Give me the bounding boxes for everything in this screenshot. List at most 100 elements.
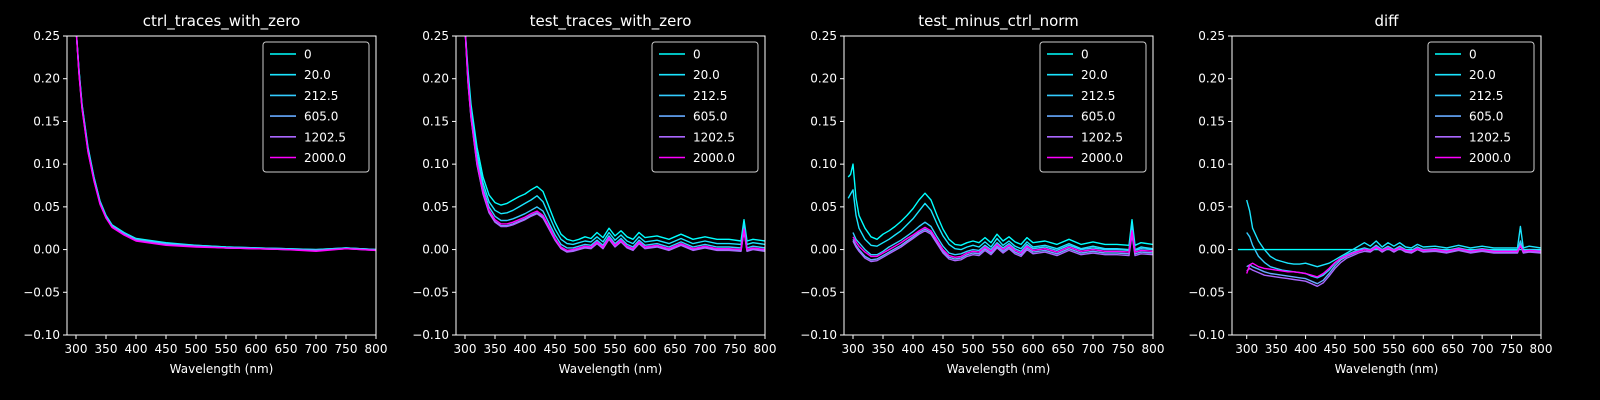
- series-line-605-0: [852, 228, 1153, 261]
- x-tick-label: 350: [95, 342, 118, 356]
- y-tick-label: −0.05: [1188, 285, 1225, 299]
- legend: 0 20.0 212.5 605.0 1202.5 2000.0: [1039, 41, 1147, 173]
- x-tick-label: 700: [305, 342, 328, 356]
- legend-item: 212.5: [1047, 89, 1115, 103]
- axes-frame: [66, 35, 377, 336]
- x-tick-label: 400: [902, 342, 925, 356]
- x-tick-label: 650: [275, 342, 298, 356]
- x-tick-label: 350: [484, 342, 507, 356]
- x-tick-label: 700: [1471, 342, 1494, 356]
- y-tick-label: −0.05: [23, 285, 60, 299]
- legend-item: 1202.5: [1435, 130, 1511, 144]
- legend-label: 212.5: [304, 89, 338, 103]
- y-tick-label: 0.25: [33, 29, 60, 43]
- series-line-20-0: [464, 36, 765, 246]
- y-tick-label: 0.25: [422, 29, 449, 43]
- y-tick-label: 0.20: [1198, 72, 1225, 86]
- legend-item: 1202.5: [1047, 130, 1123, 144]
- series-line-212-5: [852, 221, 1153, 256]
- legend-item: 20.0: [659, 68, 720, 82]
- y-tick-label: −0.10: [800, 328, 837, 342]
- x-tick-label: 550: [604, 342, 627, 356]
- y-tick-label: 0.15: [1198, 114, 1225, 128]
- chart-panel-3: −0.10 −0.05 0.00 0.05 0.10 0.15 0.20 0.25 300 350…: [800, 12, 1164, 376]
- legend-item: 2000.0: [1047, 151, 1123, 165]
- x-tick-label: 350: [872, 342, 895, 356]
- legend-item: 20.0: [1435, 68, 1496, 82]
- x-axis-label: Wavelength (nm): [947, 362, 1051, 376]
- legend-item: 212.5: [270, 89, 338, 103]
- y-tick-label: −0.05: [800, 285, 837, 299]
- x-axis-label: Wavelength (nm): [559, 362, 663, 376]
- legend-item: 2000.0: [1435, 151, 1511, 165]
- legend-item: 20.0: [270, 68, 331, 82]
- x-tick-label: 800: [1530, 342, 1553, 356]
- legend-item: 2000.0: [270, 151, 346, 165]
- chart-title: diff: [1374, 12, 1399, 30]
- x-tick-label: 400: [514, 342, 537, 356]
- legend-item: 0: [1047, 48, 1089, 62]
- series-line-212-5: [464, 36, 765, 249]
- legend-item: 2000.0: [659, 151, 735, 165]
- legend-label: 2000.0: [1081, 151, 1123, 165]
- legend-label: 20.0: [304, 68, 331, 82]
- series-line-2000-0: [1246, 245, 1541, 278]
- series-lines: [1237, 199, 1541, 287]
- x-tick-label: 550: [1382, 342, 1405, 356]
- y-tick-label: 0.00: [422, 243, 449, 257]
- series-line-212-5: [1246, 232, 1541, 279]
- series-line-20-0: [1246, 199, 1541, 268]
- x-tick-label: 750: [724, 342, 747, 356]
- y-tick-label: 0.00: [810, 243, 837, 257]
- x-tick-label: 500: [962, 342, 985, 356]
- y-tick-label: 0.00: [33, 243, 60, 257]
- x-tick-label: 800: [1142, 342, 1165, 356]
- legend-item: 605.0: [270, 110, 338, 124]
- series-line-605-0: [464, 36, 765, 252]
- x-tick-label: 450: [544, 342, 567, 356]
- x-tick-label: 750: [335, 342, 358, 356]
- legend-item: 1202.5: [659, 130, 735, 144]
- y-tick-label: 0.25: [810, 29, 837, 43]
- legend-item: 0: [270, 48, 312, 62]
- legend-label: 605.0: [304, 110, 338, 124]
- series-lines: [847, 163, 1153, 263]
- x-tick-label: 800: [365, 342, 388, 356]
- y-tick-label: 0.15: [810, 114, 837, 128]
- series-line-0: [464, 36, 765, 242]
- legend-item: 1202.5: [270, 130, 346, 144]
- y-tick-label: −0.10: [1188, 328, 1225, 342]
- y-tick-label: 0.20: [810, 72, 837, 86]
- legend-label: 212.5: [1081, 89, 1115, 103]
- chart-panel-4: −0.10 −0.05 0.00 0.05 0.10 0.15 0.20 0.25 300 350…: [1188, 12, 1552, 376]
- x-tick-label: 600: [245, 342, 268, 356]
- legend: 0 20.0 212.5 605.0 1202.5 2000.0: [1427, 41, 1535, 173]
- legend-label: 212.5: [693, 89, 727, 103]
- legend-label: 20.0: [1469, 68, 1496, 82]
- legend-label: 605.0: [1081, 110, 1115, 124]
- legend-label: 212.5: [1469, 89, 1503, 103]
- x-tick-label: 450: [1324, 342, 1347, 356]
- legend-item: 212.5: [1435, 89, 1503, 103]
- y-tick-label: 0.25: [1198, 29, 1225, 43]
- y-tick-label: 0.00: [1198, 243, 1225, 257]
- x-tick-label: 650: [1441, 342, 1464, 356]
- x-tick-label: 300: [65, 342, 88, 356]
- legend-label: 0: [693, 48, 701, 62]
- x-tick-label: 400: [125, 342, 148, 356]
- y-tick-label: 0.10: [33, 157, 60, 171]
- x-tick-label: 450: [155, 342, 178, 356]
- chart-title: test_traces_with_zero: [530, 12, 692, 31]
- x-tick-label: 450: [932, 342, 955, 356]
- x-tick-label: 400: [1294, 342, 1317, 356]
- legend-label: 1202.5: [304, 130, 346, 144]
- legend-label: 2000.0: [1469, 151, 1511, 165]
- x-axis-label: Wavelength (nm): [1335, 362, 1439, 376]
- x-tick-label: 550: [215, 342, 238, 356]
- series-lines: [75, 36, 376, 252]
- x-tick-label: 600: [1022, 342, 1045, 356]
- axes-frame: [455, 35, 766, 336]
- legend-label: 605.0: [1469, 110, 1503, 124]
- x-tick-label: 300: [454, 342, 477, 356]
